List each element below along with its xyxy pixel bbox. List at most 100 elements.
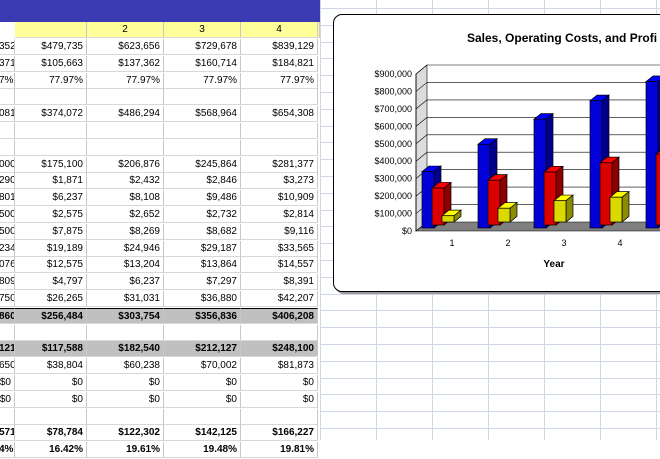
table-cell[interactable] <box>87 324 164 341</box>
table-cell[interactable] <box>15 89 87 106</box>
table-cell[interactable] <box>241 89 318 106</box>
table-cell[interactable]: 77.97% <box>15 72 87 89</box>
table-cell[interactable]: 77.97% <box>87 72 164 89</box>
table-cell[interactable]: 4% <box>0 442 15 459</box>
table-cell[interactable]: $0 <box>164 391 241 408</box>
table-cell[interactable] <box>164 139 241 156</box>
table-cell[interactable]: $12,575 <box>15 257 87 274</box>
table-cell[interactable]: $0 <box>15 391 87 408</box>
table-cell[interactable]: $36,880 <box>164 291 241 307</box>
table-cell[interactable]: 234 <box>0 240 15 257</box>
table-cell[interactable]: $281,377 <box>241 156 318 173</box>
table-cell[interactable] <box>15 324 87 341</box>
table-cell[interactable]: $486,294 <box>87 106 164 123</box>
table-cell[interactable]: 650 <box>0 358 15 375</box>
table-cell[interactable]: $14,557 <box>241 257 318 274</box>
table-cell[interactable]: 77.97% <box>164 72 241 89</box>
table-cell[interactable]: $7,875 <box>15 223 87 240</box>
year-header-cell[interactable]: 4 <box>241 22 318 38</box>
table-cell[interactable] <box>15 123 87 139</box>
table-cell[interactable]: $13,864 <box>164 257 241 274</box>
table-cell[interactable]: 571 <box>0 425 15 442</box>
table-cell[interactable] <box>0 89 15 106</box>
table-cell[interactable]: $60,238 <box>87 358 164 375</box>
table-cell[interactable]: $0 <box>87 375 164 391</box>
table-cell[interactable]: $137,362 <box>87 55 164 72</box>
table-cell[interactable]: $7,297 <box>164 274 241 291</box>
table-cell[interactable]: 076 <box>0 257 15 274</box>
table-cell[interactable]: 801 <box>0 190 15 207</box>
table-cell[interactable]: 121 <box>0 341 15 358</box>
table-cell[interactable]: $479,735 <box>15 39 87 55</box>
table-cell[interactable] <box>164 408 241 425</box>
table-cell[interactable]: $3,273 <box>241 173 318 190</box>
table-cell[interactable]: $2,432 <box>87 173 164 190</box>
table-cell[interactable]: $8,391 <box>241 274 318 291</box>
table-cell[interactable]: 500 <box>0 207 15 223</box>
table-cell[interactable]: $2,732 <box>164 207 241 223</box>
table-cell[interactable]: 352 <box>0 39 15 55</box>
table-cell[interactable]: $0 <box>87 391 164 408</box>
table-cell[interactable] <box>15 408 87 425</box>
table-cell[interactable]: $184,821 <box>241 55 318 72</box>
table-cell[interactable]: $212,127 <box>164 341 241 358</box>
table-cell[interactable]: $117,588 <box>15 341 87 358</box>
table-cell[interactable]: $31,031 <box>87 291 164 307</box>
table-cell[interactable]: $356,836 <box>164 307 241 324</box>
year-header-cell[interactable] <box>15 22 87 38</box>
table-cell[interactable]: $38,804 <box>15 358 87 375</box>
year-header-cell[interactable]: 3 <box>164 22 241 38</box>
table-cell[interactable]: $2,846 <box>164 173 241 190</box>
table-cell[interactable] <box>164 89 241 106</box>
table-cell[interactable] <box>0 408 15 425</box>
table-cell[interactable] <box>164 123 241 139</box>
table-cell[interactable]: $374,072 <box>15 106 87 123</box>
table-cell[interactable]: $182,540 <box>87 341 164 358</box>
table-cell[interactable] <box>241 123 318 139</box>
table-cell[interactable]: $6,237 <box>87 274 164 291</box>
table-cell[interactable]: 16.42% <box>15 442 87 459</box>
table-cell[interactable]: $303,754 <box>87 307 164 324</box>
table-cell[interactable]: $42,207 <box>241 291 318 307</box>
table-cell[interactable]: $105,663 <box>15 55 87 72</box>
table-cell[interactable]: $81,873 <box>241 358 318 375</box>
table-cell[interactable]: $0 <box>0 391 15 408</box>
table-cell[interactable]: 809 <box>0 274 15 291</box>
table-cell[interactable]: $8,108 <box>87 190 164 207</box>
table-cell[interactable] <box>0 123 15 139</box>
table-cell[interactable] <box>15 139 87 156</box>
table-cell[interactable]: $175,100 <box>15 156 87 173</box>
table-cell[interactable]: $0 <box>15 375 87 391</box>
year-header-cell[interactable]: 2 <box>87 22 164 38</box>
table-cell[interactable]: $8,269 <box>87 223 164 240</box>
table-cell[interactable]: $33,565 <box>241 240 318 257</box>
table-cell[interactable]: $568,964 <box>164 106 241 123</box>
table-cell[interactable] <box>87 139 164 156</box>
table-cell[interactable]: $78,784 <box>15 425 87 442</box>
table-cell[interactable]: $2,575 <box>15 207 87 223</box>
table-cell[interactable]: $4,797 <box>15 274 87 291</box>
table-cell[interactable] <box>87 89 164 106</box>
table-cell[interactable]: $0 <box>241 391 318 408</box>
table-cell[interactable]: $839,129 <box>241 39 318 55</box>
table-cell[interactable]: $122,302 <box>87 425 164 442</box>
table-cell[interactable]: $24,946 <box>87 240 164 257</box>
table-cell[interactable]: $8,682 <box>164 223 241 240</box>
table-cell[interactable]: $166,227 <box>241 425 318 442</box>
table-cell[interactable] <box>241 324 318 341</box>
table-cell[interactable]: $9,116 <box>241 223 318 240</box>
table-cell[interactable]: $1,871 <box>15 173 87 190</box>
table-cell[interactable] <box>241 408 318 425</box>
table-cell[interactable] <box>164 324 241 341</box>
table-cell[interactable]: $245,864 <box>164 156 241 173</box>
table-cell[interactable]: $142,125 <box>164 425 241 442</box>
table-cell[interactable] <box>0 139 15 156</box>
table-cell[interactable]: $729,678 <box>164 39 241 55</box>
table-cell[interactable] <box>241 139 318 156</box>
table-cell[interactable]: 77.97% <box>241 72 318 89</box>
table-cell[interactable]: $654,308 <box>241 106 318 123</box>
table-cell[interactable]: $29,187 <box>164 240 241 257</box>
table-cell[interactable]: $256,484 <box>15 307 87 324</box>
table-cell[interactable]: $70,002 <box>164 358 241 375</box>
table-cell[interactable] <box>0 324 15 341</box>
